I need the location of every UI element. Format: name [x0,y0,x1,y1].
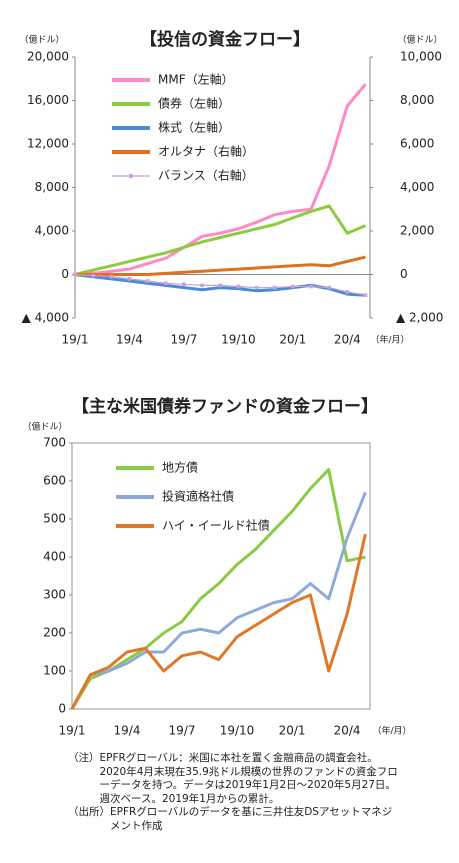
series-line [75,255,366,276]
chart-title: 【投信の資金フロー】 [140,29,310,50]
chart-title: 【主な米国債券ファンドの資金フロー】 [72,396,378,417]
x-tick-label: 19/1 [59,724,86,738]
y-tick-label: ▲ 4,000 [22,311,69,325]
point-marker [363,293,368,297]
y-tick-label: 300 [43,588,66,602]
x-tick-label: 19/4 [116,333,143,347]
y-tick-label: 4,000 [35,224,69,238]
legend-label: 投資適格社債 [162,489,234,504]
y2-tick-label: 4,000 [400,180,434,194]
charts: 【投信の資金フロー】 （億ドル） （億ドル） （年/月） 【主な米国債券ファンド… [19,29,443,738]
legend-label: ハイ・イールド社債 [162,518,270,533]
plot-frame [71,442,371,710]
x-tick-label: 19/7 [169,724,196,738]
note-text: EPFRグローバル：米国に本社を置く金融商品の調査会社。2020年4月末現在35… [99,752,398,805]
point-marker [218,283,223,288]
series-line [70,491,367,710]
legend-label: 地方債 [162,460,198,475]
legend-label: MMF（左軸） [158,72,234,87]
y2-tick-label: 6,000 [400,137,434,151]
y-tick-label: 100 [43,664,66,678]
y2-tick-label: ▲ 2,000 [396,311,443,325]
point-marker [127,277,132,281]
point-marker [291,284,295,289]
point-marker [91,273,95,278]
x-axis-label: （年/月） [372,725,411,737]
point-marker [327,285,331,290]
x-tick-label: 19/7 [170,333,197,347]
y-tick-label: 600 [43,474,66,488]
y2-axis-label: （億ドル） [397,34,442,46]
note-text: EPFRグローバルのデータを基に三井住友DSアセットマネジメント作成 [110,806,393,832]
x-tick-label: 20/4 [334,333,361,347]
y-tick-label: 700 [43,436,66,450]
y-tick-label: 20,000 [27,50,69,64]
y2-tick-label: 0 [400,267,408,281]
y2-tick-label: 10,000 [400,50,442,64]
x-tick-label: 19/10 [221,333,256,347]
y-tick-label: 200 [43,626,66,640]
series-line [74,204,367,276]
series-line [74,83,367,276]
y2-tick-label: 2,000 [400,224,434,238]
point-marker [73,272,77,277]
notes: （注） EPFRグローバル：米国に本社を置く金融商品の調査会社。2020年4月末現… [68,752,398,833]
legend-label: 株式（左軸） [158,120,230,135]
y-axis-label: （億ドル） [22,421,67,433]
y-tick-label: 8,000 [35,180,69,194]
point-marker [145,279,150,283]
legend-marker [129,174,133,178]
point-marker [254,285,259,290]
x-tick-label: 20/1 [279,724,306,738]
note: （出所） EPFRグローバルのデータを基に三井住友DSアセットマネジメント作成 [68,806,398,833]
y-axis-label: （億ドル） [19,34,64,46]
x-tick-label: 19/1 [62,333,89,347]
y-tick-label: 500 [43,512,66,526]
point-marker [163,281,168,285]
y-tick-label: 16,000 [27,93,69,107]
series-line [70,468,366,710]
y-tick-label: 0 [61,267,69,281]
point-marker [272,285,277,290]
x-tick-label: 20/1 [279,333,306,347]
legend-label: オルタナ（右軸） [158,144,254,159]
point-marker [345,290,350,294]
point-marker [236,284,241,289]
legend-label: 債券（左軸） [158,96,230,111]
x-tick-label: 19/4 [114,724,141,738]
y-tick-label: 12,000 [27,137,69,151]
y2-tick-label: 8,000 [400,93,434,107]
x-tick-label: 20/4 [334,724,361,738]
x-axis-label: （年/月） [370,334,409,346]
series-line [70,533,367,710]
y-tick-label: 400 [43,550,66,564]
point-marker [182,282,186,287]
point-marker [200,283,204,288]
y-tick-label: 0 [58,702,66,716]
note-label: （注） [68,752,100,764]
x-tick-label: 19/10 [220,724,255,738]
note-label: （出所） [68,806,110,818]
note: （注） EPFRグローバル：米国に本社を置く金融商品の調査会社。2020年4月末現… [68,752,398,806]
legend-label: バランス（右軸） [158,168,254,183]
point-marker [309,284,313,289]
point-marker [109,274,114,279]
